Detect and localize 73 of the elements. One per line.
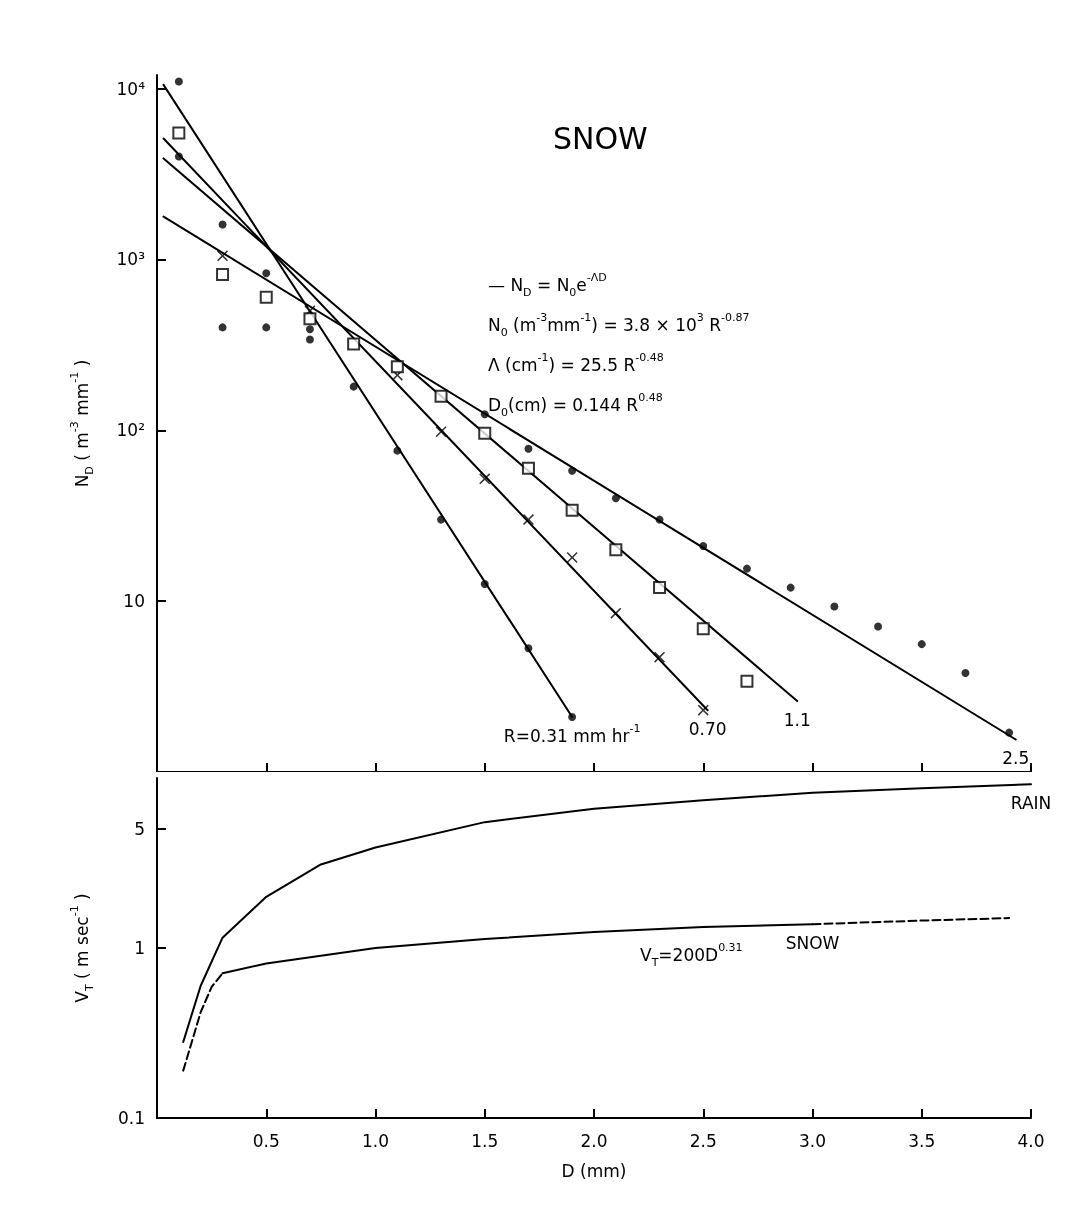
y-tick-label: 10⁴ xyxy=(116,78,146,99)
point xyxy=(742,564,751,573)
point xyxy=(303,312,317,326)
point xyxy=(568,466,577,475)
y-tick-label: 10³ xyxy=(116,249,145,270)
x-tick-label: 0.5 xyxy=(252,1131,280,1151)
point xyxy=(262,269,271,278)
point xyxy=(653,581,667,595)
y-tick-label: 10 xyxy=(123,591,145,612)
point xyxy=(390,360,404,374)
point xyxy=(961,668,970,677)
point xyxy=(218,220,227,229)
point xyxy=(874,622,883,631)
point xyxy=(565,503,579,517)
point xyxy=(347,337,361,351)
x-axis-title: D (mm) xyxy=(561,1161,627,1181)
point xyxy=(609,543,623,557)
text: SNOW xyxy=(553,120,648,156)
point xyxy=(174,152,183,161)
point xyxy=(437,515,446,524)
series-label: 2.5 xyxy=(1002,748,1030,769)
point xyxy=(434,389,448,403)
point xyxy=(479,473,491,485)
y-tick-label: 10² xyxy=(116,420,145,441)
x-tick-label: 3.0 xyxy=(798,1131,827,1151)
point xyxy=(521,461,535,475)
point xyxy=(393,446,402,455)
point xyxy=(655,515,664,524)
point xyxy=(610,607,622,619)
point xyxy=(349,382,358,391)
y-tick-label: 0.1 xyxy=(117,1108,145,1128)
point xyxy=(216,268,230,282)
y-tick-label: 1 xyxy=(134,938,145,958)
x-tick-label: 3.5 xyxy=(908,1131,936,1151)
point xyxy=(305,335,314,344)
point xyxy=(478,426,492,440)
point xyxy=(259,290,273,304)
point xyxy=(522,514,534,526)
point xyxy=(699,542,708,551)
point xyxy=(435,426,447,438)
point xyxy=(786,583,795,592)
point xyxy=(654,651,666,663)
point xyxy=(611,494,620,503)
y-tick-label: 5 xyxy=(134,819,145,840)
point xyxy=(696,622,710,636)
x-tick-label: 1.0 xyxy=(361,1131,390,1151)
point xyxy=(1005,728,1014,737)
x-tick-label: 2.5 xyxy=(689,1131,717,1151)
point xyxy=(568,712,577,721)
point xyxy=(218,323,227,332)
point xyxy=(524,444,533,453)
point xyxy=(172,126,186,140)
series-label: 1.1 xyxy=(783,710,811,731)
point xyxy=(174,77,183,86)
x-tick-label: 4.0 xyxy=(1017,1131,1045,1151)
point xyxy=(917,640,926,649)
point xyxy=(305,325,314,334)
x-tick-label: 2.0 xyxy=(580,1131,608,1151)
point xyxy=(566,552,578,564)
point xyxy=(740,674,754,688)
series-label: SNOW xyxy=(785,933,840,954)
point xyxy=(217,250,229,262)
point xyxy=(262,323,271,332)
series-label: RAIN xyxy=(1010,793,1052,814)
point xyxy=(830,602,839,611)
x-tick-label: 1.5 xyxy=(471,1131,499,1151)
point xyxy=(697,704,709,716)
series-label: 0.70 xyxy=(688,719,727,740)
point xyxy=(480,410,489,419)
point xyxy=(480,579,489,588)
y-axis-title: ND ( m-3 mm-1 ) xyxy=(68,359,96,488)
point xyxy=(524,644,533,653)
y-axis-title: VT ( m sec-1 ) xyxy=(68,893,96,1003)
